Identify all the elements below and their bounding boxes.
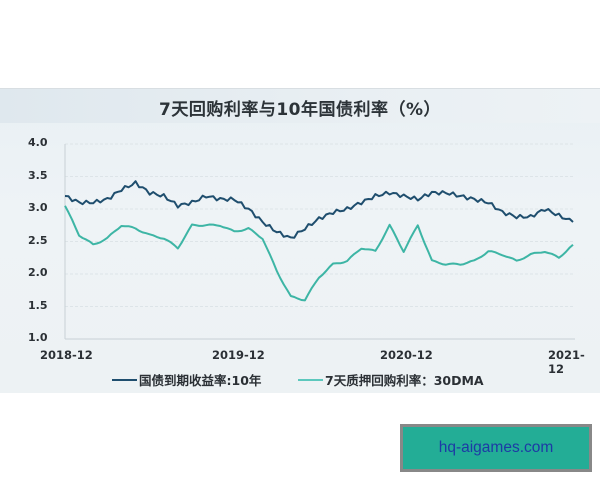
series-line-7d-repo xyxy=(64,205,574,302)
y-tick-label: 1.0 xyxy=(28,331,48,344)
y-tick-label: 2.5 xyxy=(28,233,48,247)
legend-label-10y-bond: 国债到期收益率:10年 xyxy=(139,373,262,388)
legend-swatch-10y-bond xyxy=(112,378,137,381)
y-tick-label: 3.0 xyxy=(28,201,48,214)
x-tick-label: 2018-12 xyxy=(40,348,93,362)
chart-title-bar: 7天回购利率与10年国债利率（%） xyxy=(0,89,600,123)
watermark-badge: hq-aigames.com xyxy=(400,424,592,472)
y-tick-label: 4.0 xyxy=(28,136,48,149)
plot-area xyxy=(64,143,575,340)
legend-swatch-7d-repo xyxy=(298,378,323,381)
y-tick-label: 2.0 xyxy=(28,266,48,279)
legend-label-7d-repo: 7天质押回购利率：30DMA xyxy=(325,373,484,388)
y-tick-label: 1.5 xyxy=(28,298,48,312)
watermark-text: hq-aigames.com xyxy=(438,439,554,456)
chart-panel: 7天回购利率与10年国债利率（%） 4.0 3.5 3.0 2.5 2.0 1.5 1.0 … xyxy=(0,88,600,393)
chart-legend: 国债到期收益率:10年 7天质押回购利率：30DMA xyxy=(0,370,600,390)
x-tick-label: 2019-12 xyxy=(212,348,265,362)
x-tick-label: 2020-12 xyxy=(380,348,433,362)
legend-item-10y-bond: 国债到期收益率:10年 xyxy=(112,370,261,389)
chart-title: 7天回购利率与10年国债利率（%） xyxy=(158,100,442,120)
x-tick-label: 2021-12 xyxy=(548,348,585,376)
series-line-10y-bond xyxy=(64,180,574,239)
legend-item-7d-repo: 7天质押回购利率：30DMA xyxy=(298,370,484,389)
y-tick-label: 3.5 xyxy=(28,168,48,182)
